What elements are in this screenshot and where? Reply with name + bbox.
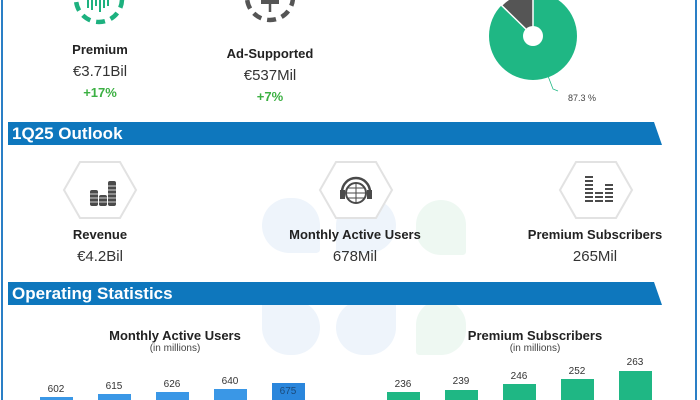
- mau-bar-label: 675: [279, 386, 297, 397]
- subs-bar: [619, 371, 652, 400]
- mau-chart-title: Monthly Active Users: [109, 328, 241, 343]
- subs-bar-label: 263: [626, 357, 644, 368]
- outlook-subs-value: 265Mil: [572, 248, 618, 265]
- mau-chart-subtitle: (in millions): [149, 343, 201, 354]
- subs-bar: [503, 384, 536, 400]
- premium-label: Premium: [72, 42, 128, 57]
- subs-bar: [561, 379, 594, 400]
- outlook-revenue-value: €4.2Bil: [77, 248, 123, 265]
- globe-headphones-icon: [318, 161, 394, 219]
- mau-bar: [272, 383, 305, 400]
- revenue-split-donut-chart: [489, 0, 577, 92]
- coin-stacks-icon: [62, 161, 138, 219]
- subs-bar-label: 252: [568, 366, 586, 377]
- mau-bar: [40, 397, 73, 400]
- mau-bar-label: 640: [221, 376, 239, 387]
- mau-bar: [156, 392, 189, 400]
- outlook-mau-value: 678Mil: [332, 248, 378, 265]
- subs-chart-subtitle: (in millions): [509, 343, 561, 354]
- premium-growth: +17%: [83, 85, 117, 100]
- frame-border-right: [695, 0, 697, 400]
- watermark-shape: [262, 300, 320, 355]
- watermark-shape: [416, 200, 466, 255]
- subs-bar: [387, 392, 420, 400]
- equalizer-bars-icon: [558, 161, 634, 219]
- ad-supported-revenue-card: Ad-Supported €537Mil +7%: [205, 46, 335, 104]
- ad-supported-growth: +7%: [256, 89, 284, 104]
- mau-bar-label: 602: [47, 384, 65, 395]
- outlook-section-banner: 1Q25 Outlook: [8, 122, 662, 145]
- subs-bar-label: 236: [394, 379, 412, 390]
- outlook-premium-subs: Premium Subscribers 265Mil: [520, 227, 670, 265]
- donut-percent-label: 87.3 %: [568, 93, 597, 103]
- subs-bar-label: 246: [510, 371, 528, 382]
- outlook-subs-label: Premium Subscribers: [527, 227, 663, 242]
- frame-border-left: [1, 0, 3, 400]
- mau-chart-header: Monthly Active Users (in millions): [95, 328, 255, 354]
- donut-ad-slice: [500, 0, 534, 38]
- ad-supported-label: Ad-Supported: [226, 46, 314, 61]
- watermark-shape: [336, 300, 396, 355]
- operating-section-banner: Operating Statistics: [8, 282, 662, 305]
- subs-chart-header: Premium Subscribers (in millions): [455, 328, 615, 354]
- mau-bar: [98, 394, 131, 400]
- premium-waveform-icon: [73, 0, 125, 25]
- subs-bar: [445, 390, 478, 400]
- premium-revenue-card: Premium €3.71Bil +17%: [40, 42, 160, 100]
- subs-chart-title: Premium Subscribers: [467, 328, 603, 343]
- premium-value: €3.71Bil: [72, 63, 128, 80]
- mau-bar: [214, 389, 247, 400]
- subs-bar-label: 239: [452, 376, 470, 387]
- watermark-shape: [262, 198, 320, 253]
- outlook-mau: Monthly Active Users 678Mil: [270, 227, 440, 265]
- outlook-revenue-label: Revenue: [72, 227, 128, 242]
- watermark-shape: [416, 300, 466, 355]
- mau-bar-label: 626: [163, 379, 181, 390]
- mau-bar-label: 615: [105, 381, 123, 392]
- outlook-mau-label: Monthly Active Users: [289, 227, 421, 242]
- ad-supported-value: €537Mil: [243, 67, 297, 84]
- outlook-revenue: Revenue €4.2Bil: [35, 227, 165, 265]
- ad-supported-icon: [244, 0, 296, 23]
